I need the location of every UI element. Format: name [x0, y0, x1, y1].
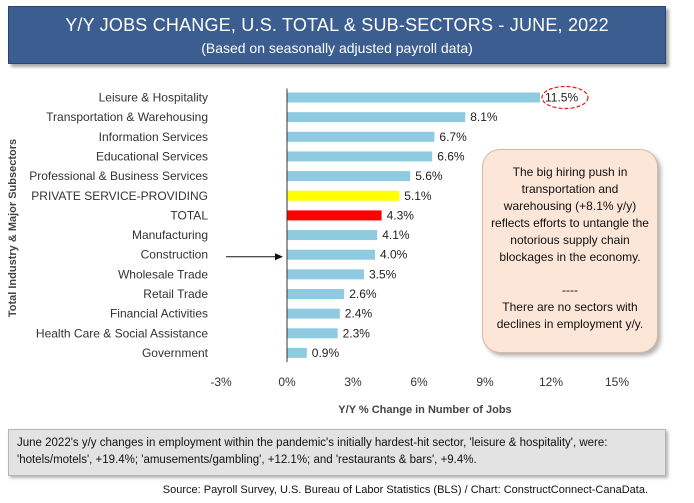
callout-separator: ----	[562, 283, 578, 297]
category-label: Educational Services	[96, 149, 208, 163]
bar	[287, 328, 338, 339]
category-labels-group: Leisure & Hospitality Transportation & Wa…	[29, 91, 208, 360]
x-tick-labels-group: -3% 0% 3% 6% 9% 12% 15%	[210, 375, 629, 389]
bar	[287, 347, 307, 358]
value-label: 2.3%	[343, 326, 371, 340]
category-label: Wholesale Trade	[118, 267, 208, 281]
note-box: June 2022's y/y changes in employment wi…	[8, 429, 666, 476]
x-tick-label: 9%	[476, 375, 494, 389]
value-label: 4.1%	[382, 228, 410, 242]
category-label: Professional & Business Services	[29, 169, 208, 183]
callout-text-2: There are no sectors with declines in em…	[496, 300, 644, 331]
value-label: 2.4%	[345, 307, 373, 321]
category-label: Leisure & Hospitality	[99, 91, 208, 105]
value-label: 2.6%	[349, 287, 377, 301]
x-tick-label: 0%	[278, 375, 296, 389]
bar	[287, 112, 466, 123]
x-tick-label: 12%	[539, 375, 563, 389]
category-label: Government	[142, 346, 209, 360]
callout-box: The big hiring push in transportation an…	[482, 149, 658, 353]
value-labels-group: 11.5% 8.1%6.7% 6.6% 5.6% 5.1% 4.3% 4.1% 4.0% 3.5…	[312, 91, 579, 360]
x-tick-label: 6%	[410, 375, 428, 389]
value-label: 4.0%	[380, 248, 408, 262]
source-text: Source: Payroll Survey, U.S. Bureau of L…	[162, 484, 648, 496]
value-label: 5.1%	[404, 189, 432, 203]
category-label: Manufacturing	[132, 228, 208, 242]
chart-subtitle: (Based on seasonally adjusted payroll da…	[201, 40, 473, 56]
value-label: 0.9%	[312, 346, 340, 360]
bar	[287, 230, 378, 241]
category-label: Transportation & Warehousing	[46, 110, 208, 124]
bar	[287, 289, 345, 299]
bar	[287, 210, 382, 221]
bar	[287, 171, 411, 182]
category-label: PRIVATE SERVICE-PROVIDING	[31, 189, 208, 203]
value-label: 6.7%	[439, 130, 467, 144]
callout-text-1: The big hiring push in transportation an…	[491, 165, 649, 264]
value-label: 6.6%	[437, 149, 465, 163]
category-label: Information Services	[99, 130, 208, 144]
value-label: 11.5%	[545, 91, 578, 105]
category-label: Retail Trade	[143, 287, 208, 301]
highlight-circle	[541, 85, 589, 110]
bar	[287, 92, 540, 103]
bar	[287, 249, 375, 260]
x-axis-title: Y/Y % Change in Number of Jobs	[338, 404, 511, 416]
x-tick-label: 3%	[344, 375, 362, 389]
title-banner: Y/Y JOBS CHANGE, U.S. TOTAL & SUB-SECTOR…	[8, 6, 666, 64]
bar	[287, 308, 340, 319]
value-label: 5.6%	[415, 169, 443, 183]
value-label: 8.1%	[470, 110, 498, 124]
chart-title: Y/Y JOBS CHANGE, U.S. TOTAL & SUB-SECTOR…	[65, 15, 609, 35]
category-label: TOTAL	[170, 208, 208, 222]
note-text: June 2022's y/y changes in employment wi…	[17, 437, 608, 466]
construction-arrow	[226, 253, 283, 261]
bar	[287, 151, 433, 162]
bars-group	[287, 92, 540, 358]
bar	[287, 131, 435, 142]
value-label: 3.5%	[369, 267, 397, 281]
value-label: 4.3%	[387, 208, 415, 222]
category-label: Financial Activities	[110, 307, 208, 321]
x-tick-label: -3%	[210, 375, 232, 389]
bar	[287, 190, 400, 201]
bar	[287, 269, 364, 280]
category-label: Health Care & Social Assistance	[36, 326, 208, 340]
x-tick-label: 15%	[605, 375, 629, 389]
category-label: Construction	[141, 248, 208, 262]
y-axis-title: Total Industry & Major Subsectors	[7, 139, 19, 317]
